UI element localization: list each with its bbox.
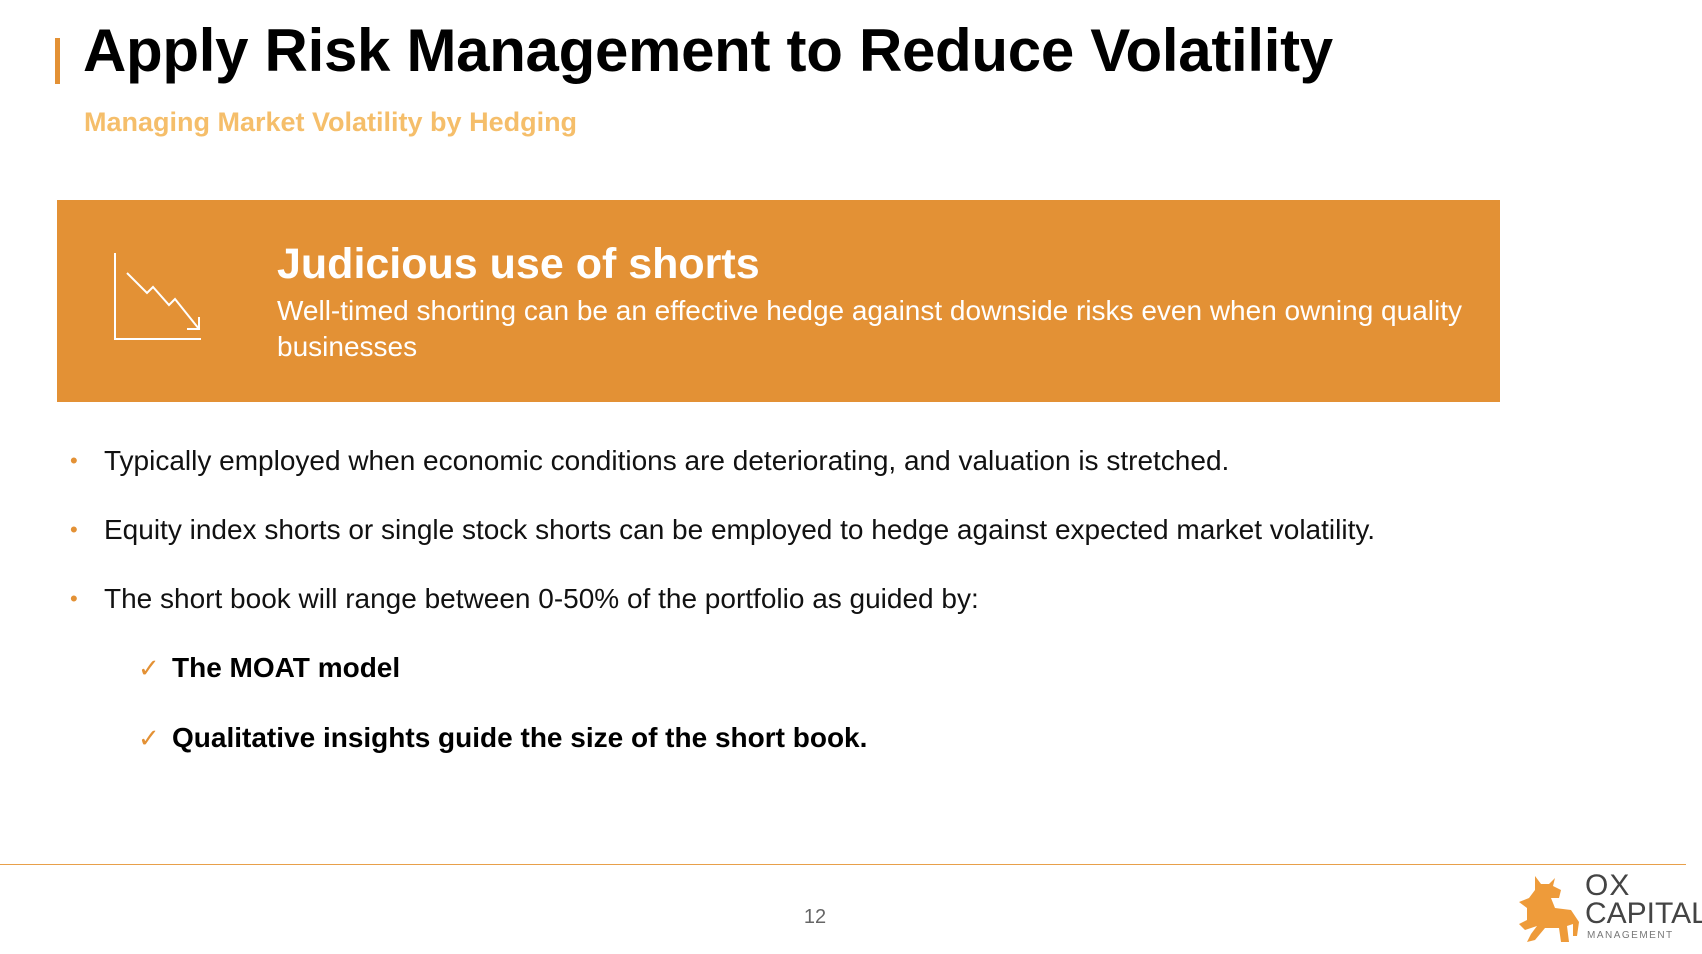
bullet-text: The short book will range between 0-50% … [104,583,979,614]
footer-divider [0,864,1686,865]
ox-bull-icon [1519,876,1579,942]
callout-text: Well-timed shorting can be an effective … [277,295,1462,362]
check-item: ✓ The MOAT model [138,652,400,684]
bullet-text: Typically employed when economic conditi… [104,445,1230,476]
page-subtitle: Managing Market Volatility by Hedging [84,107,578,137]
company-logo: OX CAPITAL MANAGEMENT [1515,869,1702,947]
bullet-dot-icon: • [70,586,78,611]
bullet-item: • Typically employed when economic condi… [70,445,1229,477]
page-number: 12 [803,906,827,928]
checkmark-icon: ✓ [138,722,160,753]
callout-heading: Judicious use of shorts [277,240,760,288]
bullet-dot-icon: • [70,448,78,473]
bullet-text: Equity index shorts or single stock shor… [104,514,1376,545]
bullet-item: • Equity index shorts or single stock sh… [70,514,1375,546]
check-text: The MOAT model [172,652,401,683]
bullet-dot-icon: • [70,517,78,542]
logo-text-capital: CAPITAL [1585,897,1702,930]
logo-text-ox: OX [1585,869,1631,902]
page-title: Apply Risk Management to Reduce Volatili… [83,17,1333,84]
title-accent-bar [55,38,60,84]
check-item: ✓ Qualitative insights guide the size of… [138,722,867,754]
checkmark-icon: ✓ [138,652,160,683]
check-text: Qualitative insights guide the size of t… [172,722,868,753]
bullet-item: • The short book will range between 0-50… [70,583,979,615]
logo-text-management: MANAGEMENT [1587,930,1674,941]
callout-box: Judicious use of shorts Well-timed short… [57,200,1500,402]
declining-chart-icon [114,253,201,340]
